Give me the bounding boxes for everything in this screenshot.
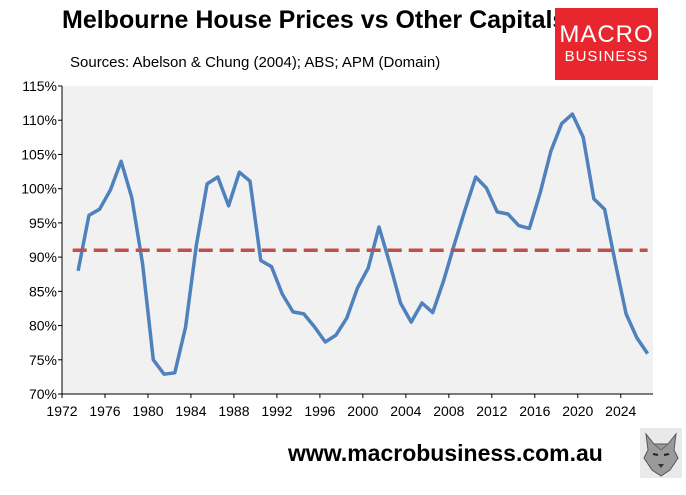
- y-tick-label: 115%: [22, 78, 57, 94]
- x-tick-label: 1976: [89, 403, 120, 419]
- y-tick-label: 75%: [29, 352, 57, 368]
- y-tick-labels: 70% 75% 80% 85% 90% 95% 100% 105% 110% 115%: [21, 78, 57, 402]
- y-tick-label: 95%: [29, 215, 57, 231]
- chart-subtitle: Sources: Abelson & Chung (2004); ABS; AP…: [70, 54, 441, 71]
- x-tick-label: 1980: [132, 403, 163, 419]
- y-tick-label: 105%: [21, 146, 57, 162]
- series-lines: [72, 112, 650, 376]
- logo-line-2: BUSINESS: [564, 48, 649, 65]
- x-tick-label: 2020: [562, 403, 593, 419]
- x-tick-label: 1992: [261, 403, 292, 419]
- x-tick-label: 1988: [218, 403, 249, 419]
- y-tick-label: 85%: [29, 283, 57, 299]
- x-tick-label: 2008: [433, 403, 464, 419]
- y-tick-label: 100%: [21, 181, 57, 197]
- wolf-mascot-icon: [640, 428, 682, 478]
- x-tick-label: 1996: [304, 403, 335, 419]
- y-tick-label: 90%: [29, 249, 57, 265]
- x-tick-label: 1972: [46, 403, 77, 419]
- y-tick-label: 110%: [22, 112, 57, 128]
- series-line-melbourne-ratio: [76, 112, 650, 376]
- y-tick-label: 80%: [29, 318, 57, 334]
- x-tick-label: 2024: [605, 403, 636, 419]
- axis-lines: [58, 85, 653, 398]
- x-tick-label: 1984: [175, 403, 206, 419]
- y-tick-label: 70%: [29, 386, 57, 402]
- x-tick-labels: 1972 1976 1980 1984 1988 1992 1996 2000 2004 2008…: [46, 403, 636, 419]
- chart-title: Melbourne House Prices vs Other Capitals: [62, 6, 567, 34]
- macrobusiness-logo: MACRO BUSINESS: [555, 8, 658, 80]
- website-url[interactable]: www.macrobusiness.com.au: [288, 440, 603, 466]
- x-tick-label: 2012: [476, 403, 507, 419]
- logo-line-1: MACRO: [559, 21, 654, 48]
- x-tick-label: 2000: [347, 403, 378, 419]
- x-tick-label: 2004: [390, 403, 421, 419]
- x-tick-label: 2016: [519, 403, 550, 419]
